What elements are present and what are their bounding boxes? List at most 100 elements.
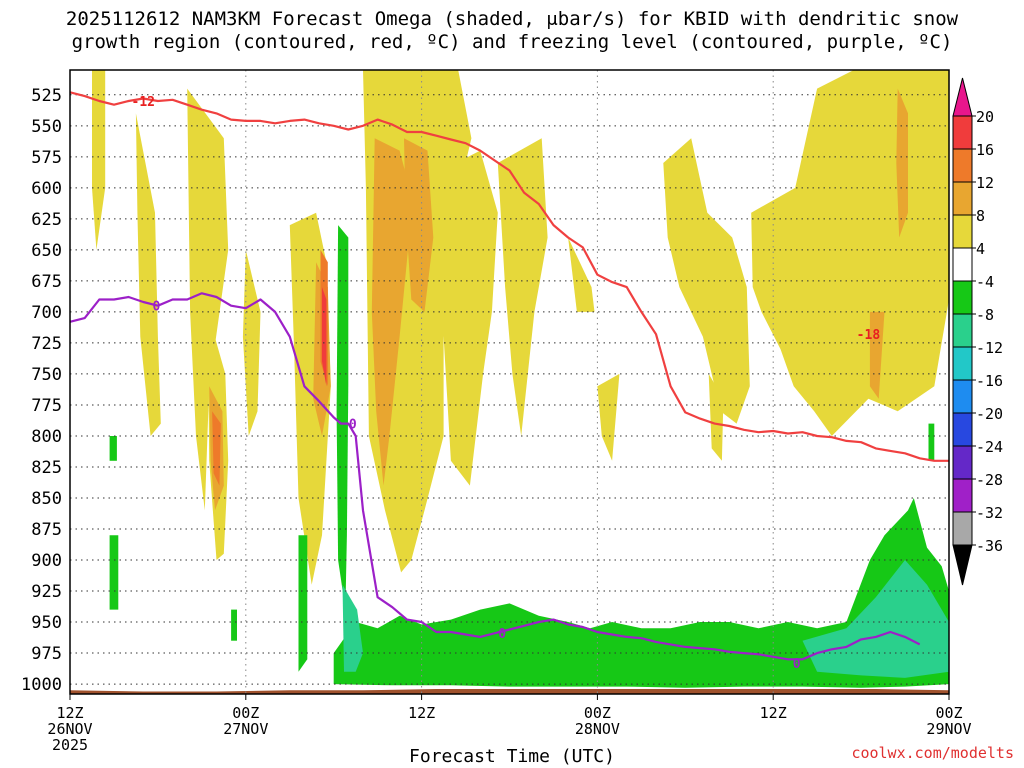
contour-lines: -12 -18 0 0 0 0: [69, 91, 949, 672]
colorbar-swatch-2: [952, 148, 973, 183]
colorbar-swatch-4: [952, 214, 973, 249]
x-tick-label-24-0: 12Z: [408, 704, 435, 722]
y-tick-label-975: 975: [31, 644, 62, 664]
omega-region-13: [751, 70, 949, 436]
x-tick-label-12-1: 27NOV: [223, 720, 268, 738]
omega-region-28: [298, 535, 308, 672]
omega-region-25: [109, 436, 117, 461]
freezing-label-0: 0: [153, 300, 161, 315]
dgz-contour-line: [69, 91, 949, 462]
y-tick-label-575: 575: [31, 148, 62, 168]
omega-region-19: [896, 88, 908, 238]
chart-title-line-2: growth region (contoured, red, ºC) and f…: [71, 31, 953, 53]
y-tick-label-600: 600: [31, 179, 62, 199]
colorbar-label-4: 4: [976, 240, 985, 258]
colorbar-label-11: -28: [976, 471, 1003, 489]
terrain: [70, 689, 949, 694]
y-tick-label-700: 700: [31, 303, 62, 323]
omega-region-23: [336, 225, 349, 610]
freezing-level-line: [69, 292, 921, 661]
colorbar-swatch-13: [952, 511, 973, 546]
y-tick-label-925: 925: [31, 582, 62, 602]
colorbar-swatch-5: [952, 247, 973, 282]
x-tick-label-12-0: 00Z: [232, 704, 259, 722]
y-tick-label-800: 800: [31, 427, 62, 447]
x-tick-label-0-1: 26NOV: [47, 720, 92, 738]
colorbar-label-10: -24: [976, 438, 1003, 456]
freezing-label-1: 0: [349, 418, 357, 433]
colorbar-label-12: -32: [976, 504, 1003, 522]
omega-region-24: [333, 498, 949, 688]
omega-region-15: [404, 138, 434, 312]
y-tick-label-1000: 1000: [21, 675, 62, 695]
freezing-label-2: 0: [498, 627, 506, 642]
terrain-layer: [70, 689, 949, 694]
dgz-label-1: -18: [857, 328, 881, 343]
y-tick-label-825: 825: [31, 458, 62, 478]
y-tick-label-550: 550: [31, 117, 62, 137]
colorbar-top-arrow: [952, 77, 973, 117]
y-axis-labels: 525 550 575 600 625 650 675 700 725 750 775 800 825 8…: [21, 86, 62, 695]
y-tick-label-950: 950: [31, 613, 62, 633]
x-tick-label-36-0: 00Z: [584, 704, 611, 722]
omega-region-26: [109, 535, 119, 610]
colorbar-bottom-arrow: [952, 544, 973, 586]
colorbar-label-1: 16: [976, 141, 994, 159]
y-tick-label-875: 875: [31, 520, 62, 540]
colorbar-swatch-10: [952, 412, 973, 447]
colorbar: 20 16 12 8 4 -4 -8 -12 -16 -20 -24 -28 -32 -36: [952, 77, 1003, 586]
colorbar-swatch-9: [952, 379, 973, 414]
colorbar-swatch-7: [952, 313, 973, 348]
colorbar-label-6: -8: [976, 306, 994, 324]
colorbar-label-13: -36: [976, 537, 1003, 555]
colorbar-label-5: -4: [976, 273, 994, 291]
x-axis-title: Forecast Time (UTC): [409, 746, 615, 767]
x-tick-label-60-1: 29NOV: [926, 720, 971, 738]
omega-region-1: [135, 113, 161, 437]
x-tick-label-36-1: 28NOV: [575, 720, 620, 738]
omega-region-0: [92, 70, 106, 250]
colorbar-label-3: 8: [976, 207, 985, 225]
omega-region-9: [568, 237, 595, 312]
x-tick-label-48-0: 12Z: [760, 704, 787, 722]
colorbar-swatch-6: [952, 280, 973, 315]
omega-region-14: [371, 138, 413, 486]
y-tick-label-850: 850: [31, 489, 62, 509]
y-tick-label-525: 525: [31, 86, 62, 106]
freezing-label-3: 0: [793, 657, 801, 672]
omega-region-30: [342, 584, 363, 672]
colorbar-label-8: -16: [976, 372, 1003, 390]
omega-region-12: [663, 138, 750, 424]
y-tick-label-775: 775: [31, 396, 62, 416]
colorbar-label-9: -20: [976, 405, 1003, 423]
grid-lines: [70, 70, 949, 694]
omega-region-8: [497, 138, 548, 436]
y-tick-label-725: 725: [31, 334, 62, 354]
colorbar-label-2: 12: [976, 174, 994, 192]
credit-text: coolwx.com/modelts: [851, 744, 1014, 762]
omega-shading: [92, 70, 949, 688]
colorbar-swatch-8: [952, 346, 973, 381]
omega-region-29: [928, 423, 935, 461]
x-tick-label-0-2: 2025: [52, 736, 88, 754]
y-tick-label-625: 625: [31, 210, 62, 230]
x-tick-label-0-0: 12Z: [56, 704, 83, 722]
y-tick-label-650: 650: [31, 241, 62, 261]
chart-title-line-1: 2025112612 NAM3KM Forecast Omega (shaded…: [65, 8, 959, 30]
plot-frame: [69, 69, 950, 695]
colorbar-swatch-11: [952, 445, 973, 480]
y-tick-label-900: 900: [31, 551, 62, 571]
y-tick-label-750: 750: [31, 365, 62, 385]
colorbar-swatch-12: [952, 478, 973, 513]
colorbar-swatch-1: [952, 115, 973, 150]
colorbar-swatch-3: [952, 181, 973, 216]
omega-region-27: [231, 609, 237, 641]
omega-region-18: [869, 311, 885, 399]
dgz-label-0: -12: [132, 95, 155, 110]
omega-region-10: [597, 373, 620, 461]
colorbar-label-0: 20: [976, 108, 994, 126]
y-tick-label-675: 675: [31, 272, 62, 292]
x-tick-label-60-0: 00Z: [935, 704, 962, 722]
